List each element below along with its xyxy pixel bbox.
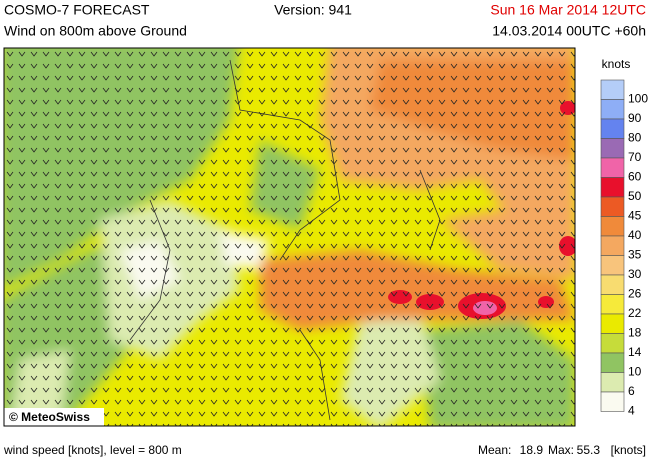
legend-swatch xyxy=(600,157,625,178)
map-frame xyxy=(3,47,576,427)
legend-swatch xyxy=(600,79,625,100)
legend-label: 80 xyxy=(628,131,642,145)
legend-swatch xyxy=(600,216,625,237)
legend-label: 100 xyxy=(628,92,648,106)
mean-label: Mean: xyxy=(478,443,511,457)
legend-label: 10 xyxy=(628,365,642,379)
footer-description: wind speed [knots], level = 800 m xyxy=(3,443,182,457)
legend-label: 6 xyxy=(628,384,635,398)
legend-label: 45 xyxy=(628,209,642,223)
legend-label: 35 xyxy=(628,248,642,262)
legend-label: 50 xyxy=(628,189,642,203)
legend-swatch xyxy=(600,99,625,120)
valid-time: Sun 16 Mar 2014 12UTC xyxy=(490,2,646,18)
mean-value: 18.9 xyxy=(520,443,544,457)
legend-swatch xyxy=(600,274,625,295)
max-value: 55.3 xyxy=(577,443,601,457)
legend-label: 26 xyxy=(628,287,642,301)
legend-swatch xyxy=(600,372,625,393)
legend-label: 90 xyxy=(628,111,642,125)
legend-swatch xyxy=(600,118,625,139)
legend-swatch xyxy=(600,196,625,217)
copyright: © MeteoSwiss xyxy=(9,410,90,424)
legend-swatch xyxy=(600,333,625,354)
title: COSMO-7 FORECAST xyxy=(4,2,150,18)
legend: knots 100 90 80 70 60 50 45 40 35 30 26 22 18 14 10 6 4 xyxy=(600,57,648,418)
legend-label: 60 xyxy=(628,170,642,184)
subtitle: Wind on 800m above Ground xyxy=(4,23,187,39)
legend-swatch xyxy=(600,294,625,315)
legend-label: 18 xyxy=(628,326,642,340)
legend-label: 22 xyxy=(628,306,642,320)
legend-label: 4 xyxy=(628,404,635,418)
legend-label: 14 xyxy=(628,345,642,359)
legend-swatch xyxy=(600,352,625,373)
legend-swatch xyxy=(600,313,625,334)
legend-label: 30 xyxy=(628,267,642,281)
legend-swatch xyxy=(600,138,625,159)
map: © MeteoSwiss xyxy=(4,48,575,426)
legend-swatch xyxy=(600,177,625,198)
legend-label: 40 xyxy=(628,228,642,242)
footer-unit: [knots] xyxy=(611,443,646,457)
legend-unit: knots xyxy=(602,57,631,71)
legend-label: 70 xyxy=(628,150,642,164)
max-label: Max: xyxy=(548,443,574,457)
run-time: 14.03.2014 00UTC +60h xyxy=(492,23,646,39)
legend-swatch xyxy=(600,391,625,412)
legend-swatch xyxy=(600,235,625,256)
legend-swatch xyxy=(600,255,625,276)
version: Version: 941 xyxy=(274,2,352,18)
